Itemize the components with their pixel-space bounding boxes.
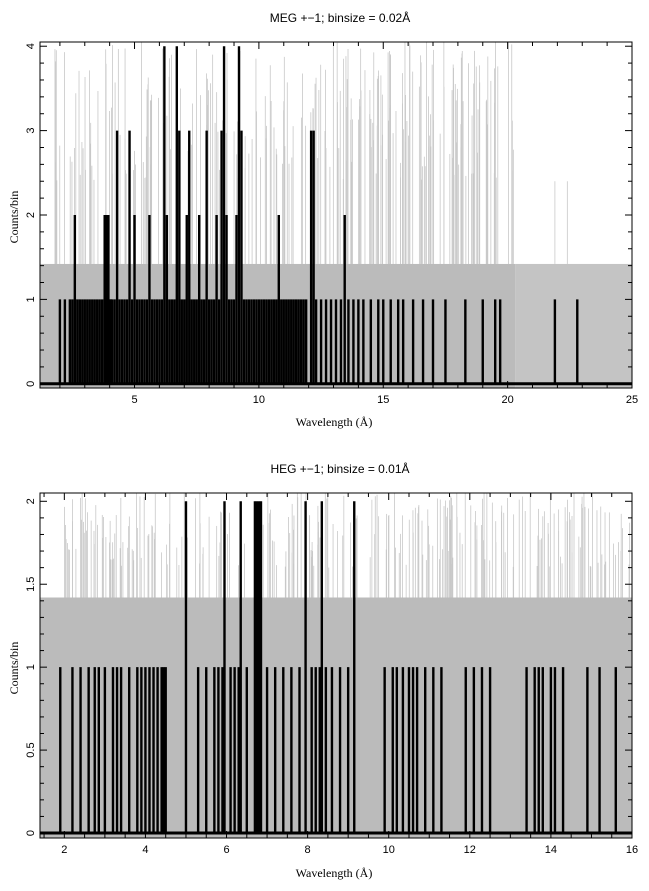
- heg-y-tick-label: 0.5: [25, 742, 37, 757]
- heg-panel: HEG +−1; binsize = 0.01Å Counts/bin Wave…: [7, 461, 638, 880]
- meg-panel: MEG +−1; binsize = 0.02Å Counts/bin Wave…: [7, 10, 638, 429]
- heg-x-tick-label: 16: [626, 844, 638, 856]
- heg-y-tick-label: 1: [25, 664, 37, 670]
- heg-plot-frame: [39, 492, 633, 839]
- meg-x-tick-label: 10: [253, 394, 265, 406]
- meg-y-axis-label: Counts/bin: [7, 191, 21, 244]
- heg-x-axis-label: Wavelength (Å): [296, 866, 373, 880]
- meg-chart-title: MEG +−1; binsize = 0.02Å: [270, 10, 410, 25]
- meg-y-tick-label: 2: [25, 212, 37, 218]
- heg-x-tick-label: 4: [142, 844, 148, 856]
- heg-model-lines: [64, 493, 631, 598]
- heg-y-tick-label: 0: [25, 830, 37, 836]
- meg-x-axis-label: Wavelength (Å): [296, 415, 373, 429]
- heg-x-tick-label: 6: [223, 844, 229, 856]
- meg-x-tick-label: 5: [131, 394, 137, 406]
- meg-y-tick-label: 0: [25, 381, 37, 387]
- meg-x-tick-label: 25: [626, 394, 638, 406]
- heg-x-tick-label: 8: [305, 844, 311, 856]
- heg-background-band: [40, 597, 632, 838]
- heg-y-axis-label: Counts/bin: [7, 642, 21, 695]
- meg-x-tick-label: 20: [502, 394, 514, 406]
- heg-chart-title: HEG +−1; binsize = 0.01Å: [270, 461, 409, 476]
- heg-x-tick-label: 12: [464, 844, 476, 856]
- heg-plot-area: 2 4 6 8 10 12 14 16 0 0.5 1 1.5 2: [25, 492, 638, 856]
- meg-x-tick-label: 15: [377, 394, 389, 406]
- meg-data-bars: [58, 46, 579, 384]
- meg-y-tick-label: 1: [25, 296, 37, 302]
- heg-y-tick-label: 1.5: [25, 577, 37, 592]
- meg-y-tick-label: 3: [25, 128, 37, 134]
- heg-y-tick-label: 2: [25, 498, 37, 504]
- meg-background-band-light: [515, 263, 632, 388]
- meg-y-tick-label: 4: [25, 43, 37, 49]
- heg-x-tick-label: 14: [545, 844, 557, 856]
- heg-x-tick-label: 10: [383, 844, 395, 856]
- heg-data-bars: [59, 501, 617, 834]
- meg-plot-area: 5 10 15 20 25 0 1 2 3 4: [25, 41, 638, 406]
- heg-x-tick-label: 2: [61, 844, 67, 856]
